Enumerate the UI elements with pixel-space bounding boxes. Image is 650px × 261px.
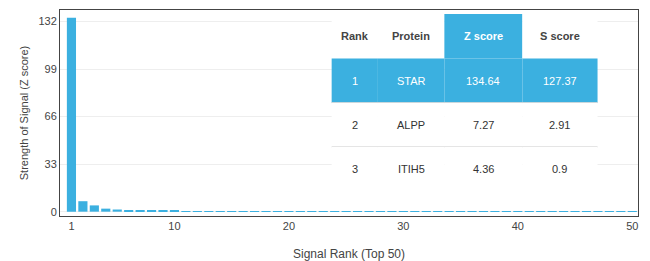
svg-text:132: 132 [38, 15, 56, 27]
svg-text:127.37: 127.37 [543, 75, 577, 87]
svg-text:2: 2 [352, 119, 358, 131]
svg-text:Strength of Signal (Z score): Strength of Signal (Z score) [18, 46, 30, 181]
svg-text:30: 30 [397, 220, 409, 232]
svg-text:Signal Rank (Top 50): Signal Rank (Top 50) [293, 247, 405, 261]
svg-text:1: 1 [68, 220, 74, 232]
svg-text:STAR: STAR [397, 75, 426, 87]
svg-text:20: 20 [283, 220, 295, 232]
svg-text:134.64: 134.64 [466, 75, 500, 87]
svg-text:Z score: Z score [464, 30, 503, 42]
svg-text:0: 0 [51, 206, 57, 218]
svg-text:1: 1 [352, 75, 358, 87]
svg-text:10: 10 [168, 220, 180, 232]
svg-text:99: 99 [45, 63, 57, 75]
svg-text:ITIH5: ITIH5 [398, 163, 425, 175]
svg-text:33: 33 [45, 158, 57, 170]
svg-text:40: 40 [512, 220, 524, 232]
svg-text:Protein: Protein [392, 30, 430, 42]
svg-text:Rank: Rank [341, 30, 369, 42]
svg-text:S score: S score [540, 30, 580, 42]
svg-text:2.91: 2.91 [549, 119, 570, 131]
svg-text:4.36: 4.36 [473, 163, 494, 175]
svg-text:0.9: 0.9 [552, 163, 567, 175]
svg-text:66: 66 [45, 110, 57, 122]
svg-text:50: 50 [626, 220, 638, 232]
svg-text:3: 3 [352, 163, 358, 175]
svg-text:ALPP: ALPP [397, 119, 425, 131]
svg-text:7.27: 7.27 [473, 119, 494, 131]
